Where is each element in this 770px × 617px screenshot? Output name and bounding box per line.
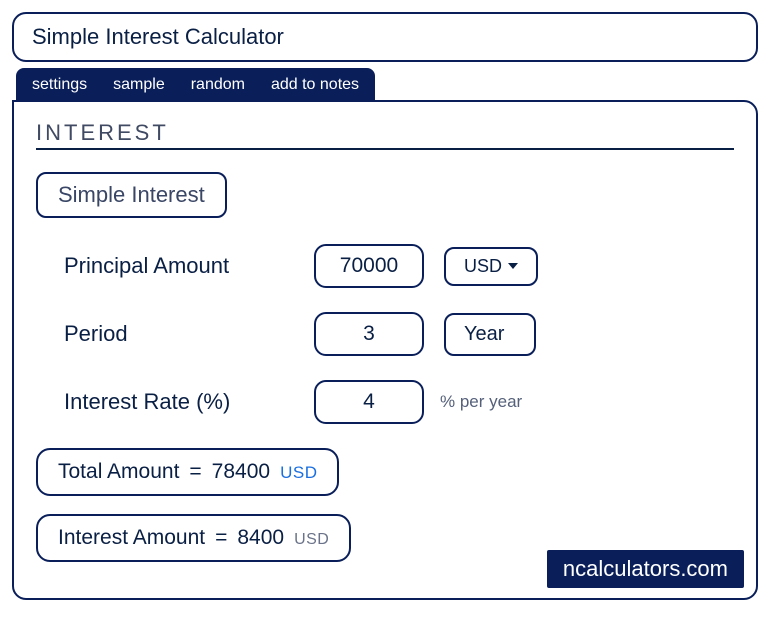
result-total-value: 78400 — [212, 460, 270, 484]
equals-sign: = — [215, 526, 227, 550]
result-total: Total Amount = 78400 USD — [36, 448, 339, 496]
tab-random[interactable]: random — [191, 76, 245, 94]
tab-settings[interactable]: settings — [32, 76, 87, 94]
mode-label: Simple Interest — [58, 182, 205, 207]
input-period[interactable] — [314, 312, 424, 356]
tab-bar: settings sample random add to notes — [16, 68, 375, 102]
currency-select[interactable]: USD — [444, 247, 538, 286]
row-rate: Interest Rate (%) % per year — [64, 380, 734, 424]
input-principal[interactable] — [314, 244, 424, 288]
currency-label: USD — [464, 256, 502, 277]
input-rows: Principal Amount USD Period Year Interes… — [36, 244, 734, 424]
label-principal: Principal Amount — [64, 253, 314, 279]
label-rate: Interest Rate (%) — [64, 389, 314, 415]
equals-sign: = — [189, 460, 201, 484]
chevron-down-icon — [508, 263, 518, 269]
label-period: Period — [64, 321, 314, 347]
result-interest-label: Interest Amount — [58, 526, 205, 550]
mode-selector[interactable]: Simple Interest — [36, 172, 227, 218]
section-heading: INTEREST — [36, 120, 734, 146]
period-unit-label: Year — [464, 323, 504, 346]
tab-add-to-notes[interactable]: add to notes — [271, 76, 359, 94]
title-bar: Simple Interest Calculator — [12, 12, 758, 62]
calculator-panel: INTEREST Simple Interest Principal Amoun… — [12, 100, 758, 600]
result-interest-value: 8400 — [237, 526, 284, 550]
result-interest-currency: USD — [294, 531, 329, 549]
tab-sample[interactable]: sample — [113, 76, 165, 94]
result-total-label: Total Amount — [58, 460, 179, 484]
page-title: Simple Interest Calculator — [32, 24, 284, 49]
brand-badge: ncalculators.com — [547, 550, 744, 588]
result-interest: Interest Amount = 8400 USD — [36, 514, 351, 562]
row-principal: Principal Amount USD — [64, 244, 734, 288]
result-total-currency: USD — [280, 463, 317, 483]
rate-note: % per year — [440, 392, 522, 412]
row-period: Period Year — [64, 312, 734, 356]
input-rate[interactable] — [314, 380, 424, 424]
section-divider — [36, 148, 734, 150]
period-unit-select[interactable]: Year — [444, 313, 536, 356]
